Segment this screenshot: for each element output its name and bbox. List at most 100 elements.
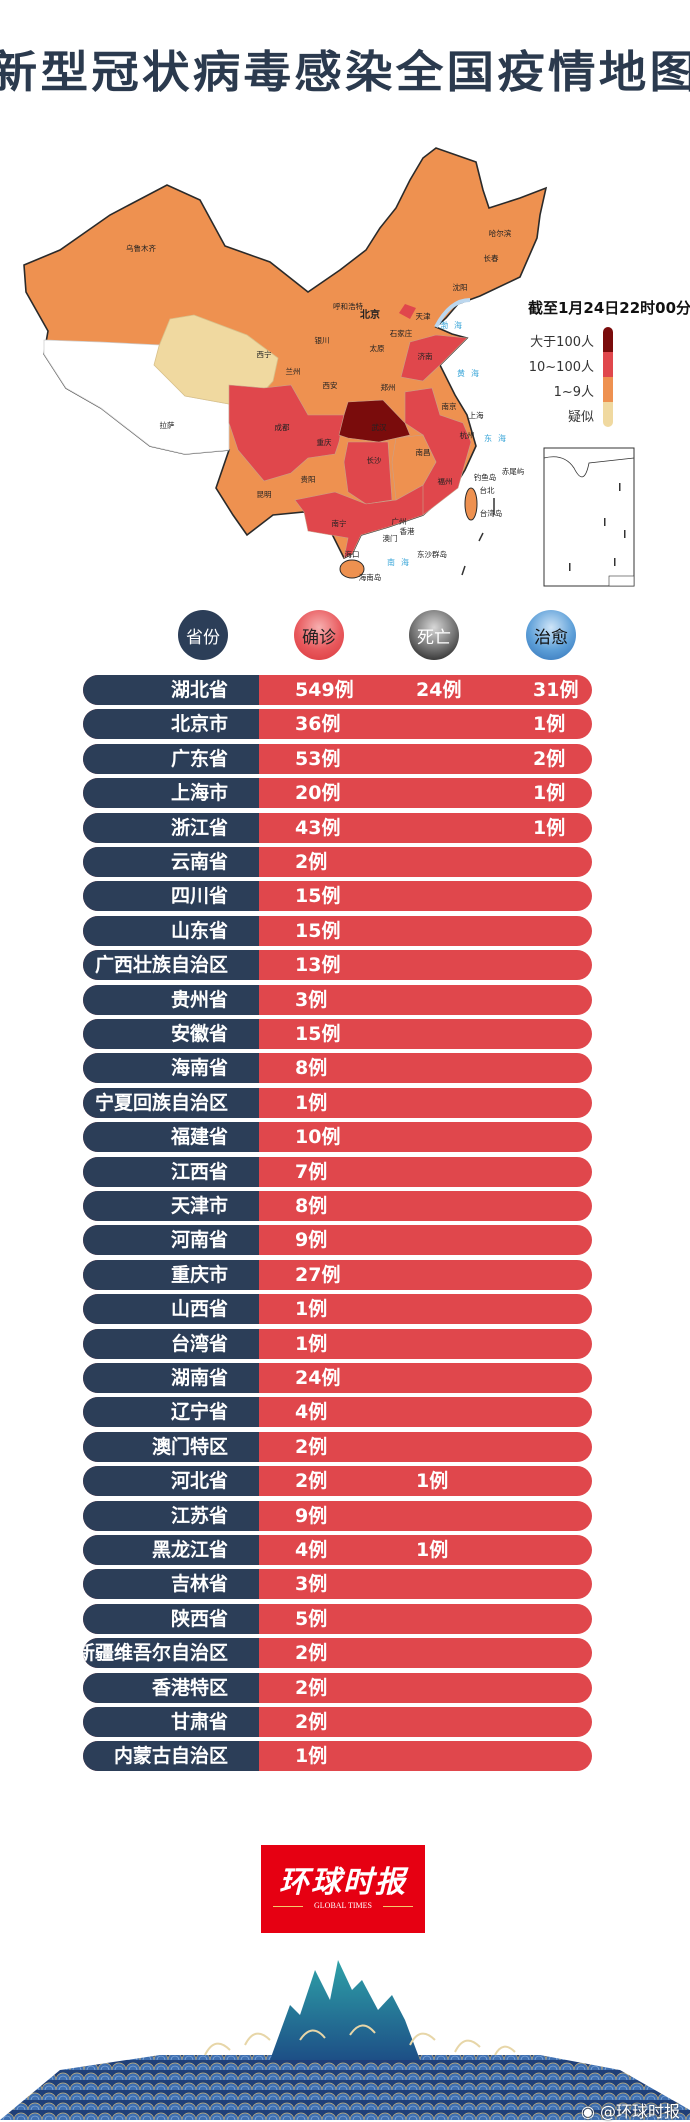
province-name: 四川省 xyxy=(170,885,228,908)
cured-count: 1例 xyxy=(533,816,566,839)
table-row: 陕西省 5例 xyxy=(83,1603,592,1634)
header-province: 省份 xyxy=(178,610,228,660)
table-row: 山东省 15例 xyxy=(83,915,592,946)
region-east-coast xyxy=(404,387,472,516)
table-row: 宁夏回族自治区 1例 xyxy=(83,1087,592,1118)
confirmed-count: 3例 xyxy=(295,1573,328,1596)
city-label: 香港 xyxy=(400,526,415,536)
confirmed-count: 9例 xyxy=(295,1229,328,1252)
table-row: 内蒙古自治区 1例 xyxy=(83,1741,592,1772)
region-shandong xyxy=(400,334,468,382)
province-cell xyxy=(83,1638,259,1669)
city-label: 北京 xyxy=(360,308,380,321)
confirmed-count: 2例 xyxy=(295,1642,328,1665)
city-label: 长沙 xyxy=(367,455,382,465)
province-cell xyxy=(83,1500,259,1531)
map-timestamp: 截至1月24日22时00分 xyxy=(528,299,690,317)
table-row: 新疆维吾尔自治区 2例 xyxy=(83,1638,592,1669)
confirmed-count: 5例 xyxy=(295,1607,328,1630)
province-cell xyxy=(83,1707,259,1737)
confirmed-count: 53例 xyxy=(295,747,341,770)
province-cell xyxy=(83,1053,259,1084)
province-cell xyxy=(83,1122,259,1153)
sea-label: 渤海 xyxy=(440,320,468,330)
confirmed-count: 9例 xyxy=(295,1504,328,1527)
confirmed-count: 24例 xyxy=(295,1367,341,1389)
confirmed-count: 2例 xyxy=(295,851,328,873)
table-row: 辽宁省 4例 xyxy=(83,1397,592,1428)
table-row: 河南省 9例 xyxy=(83,1225,592,1256)
confirmed-count: 549例 xyxy=(295,679,354,701)
confirmed-count: 4例 xyxy=(295,1401,328,1424)
province-name: 贵州省 xyxy=(170,988,228,1011)
table-row: 吉林省 3例 xyxy=(83,1569,592,1600)
province-name: 山西省 xyxy=(170,1298,228,1321)
logo-english: GLOBAL TIMES xyxy=(314,1901,372,1910)
confirmed-count: 43例 xyxy=(295,816,341,839)
province-cell xyxy=(83,1569,259,1600)
confirmed-count: 7例 xyxy=(295,1160,328,1183)
city-label: 台湾岛 xyxy=(480,508,503,518)
province-name: 福建省 xyxy=(170,1126,228,1149)
province-name: 黑龙江省 xyxy=(151,1539,228,1561)
header-deaths: 死亡 xyxy=(409,610,459,660)
city-label: 呼和浩特 xyxy=(333,301,363,311)
province-cell xyxy=(83,984,259,1015)
death-count: 24例 xyxy=(416,679,462,701)
table-row: 云南省 2例 xyxy=(83,847,592,877)
province-cell xyxy=(83,1466,259,1497)
weibo-icon: ◉ xyxy=(580,2102,595,2121)
city-label: 银川 xyxy=(315,336,330,345)
city-label: 武汉 xyxy=(372,422,387,432)
province-name: 宁夏回族自治区 xyxy=(94,1091,228,1114)
province-cell xyxy=(83,743,259,774)
confirmed-count: 1例 xyxy=(295,1091,328,1114)
confirmed-count: 8例 xyxy=(295,1057,328,1080)
province-name: 新疆维吾尔自治区 xyxy=(83,1642,228,1665)
city-label: 南宁 xyxy=(332,518,347,528)
city-label: 济南 xyxy=(418,351,433,361)
city-label: 拉萨 xyxy=(160,420,175,430)
province-name: 天津市 xyxy=(170,1195,228,1217)
death-count: 1例 xyxy=(416,1539,449,1561)
cured-count: 31例 xyxy=(533,679,579,701)
confirmed-count: 10例 xyxy=(295,1126,341,1149)
legend-swatch-suspected xyxy=(603,402,613,427)
sea-label: 南海 xyxy=(387,557,415,567)
province-name: 江苏省 xyxy=(170,1504,228,1527)
confirmed-count: 1例 xyxy=(295,1298,328,1321)
bohai-coast-glow xyxy=(434,298,471,328)
province-name: 台湾省 xyxy=(170,1332,228,1355)
city-label: 太原 xyxy=(370,343,385,353)
city-label: 成都 xyxy=(275,422,290,432)
confirmed-count: 3例 xyxy=(295,988,328,1011)
province-name: 内蒙古自治区 xyxy=(113,1745,228,1768)
province-name: 香港特区 xyxy=(151,1676,228,1699)
legend-swatch-over-100 xyxy=(603,327,613,352)
confirmed-count: 1例 xyxy=(295,1745,328,1768)
confirmed-count: 13例 xyxy=(295,954,341,977)
province-cell xyxy=(83,778,259,809)
city-label: 福州 xyxy=(438,477,453,486)
table-row: 江西省 7例 xyxy=(83,1156,592,1187)
province-name: 河南省 xyxy=(170,1229,228,1252)
sea-label: 东海 xyxy=(484,433,512,443)
confirmed-count: 2例 xyxy=(295,1676,328,1699)
province-cell xyxy=(83,1741,259,1772)
province-cell xyxy=(83,1535,259,1565)
table-row: 浙江省 43例 1例 xyxy=(83,812,592,843)
table-row: 天津市 8例 xyxy=(83,1191,592,1221)
city-label: 上海 xyxy=(469,410,484,420)
death-count: 1例 xyxy=(416,1470,449,1493)
mountain-wave-decoration xyxy=(0,1960,690,2120)
sea-label: 黄海 xyxy=(457,368,485,378)
confirmed-count: 15例 xyxy=(295,1023,341,1045)
watermark-text: @环球时报 xyxy=(599,2102,680,2121)
city-label: 赤尾屿 xyxy=(502,467,525,476)
city-label: 哈尔滨 xyxy=(489,228,512,238)
header-cured: 治愈 xyxy=(526,610,576,660)
city-label: 贵阳 xyxy=(301,474,316,484)
table-row: 台湾省 1例 xyxy=(83,1328,592,1359)
city-label: 重庆 xyxy=(317,437,332,447)
table-row: 澳门特区 2例 xyxy=(83,1431,592,1462)
